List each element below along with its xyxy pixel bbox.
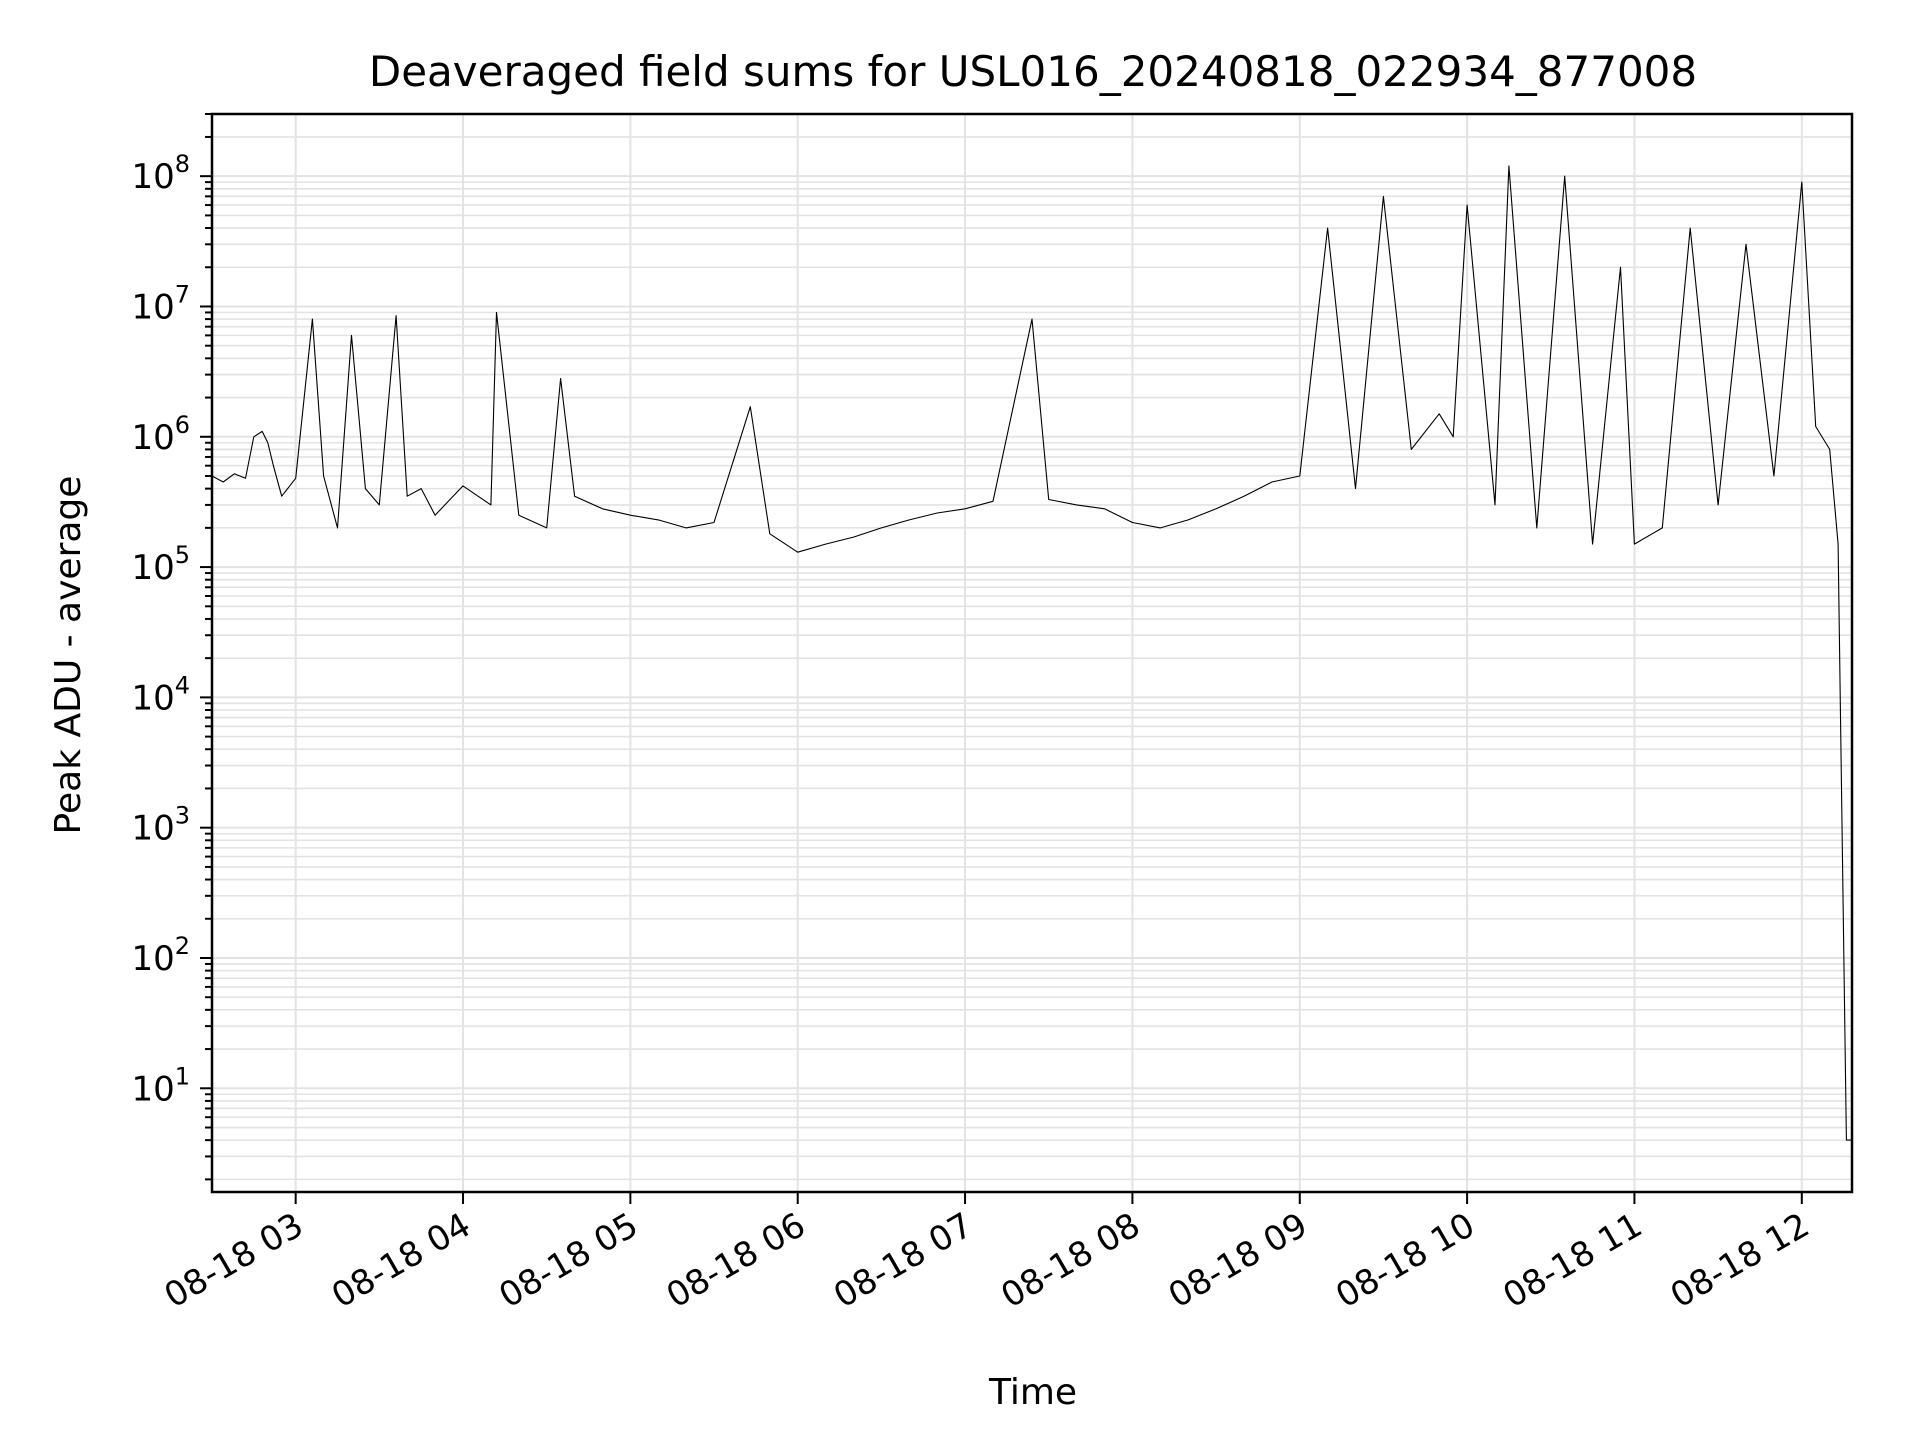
chart-title: Deaveraged field sums for USL016_2024081… bbox=[369, 47, 1697, 96]
x-tick-label: 08-18 10 bbox=[1329, 1205, 1481, 1316]
x-tick-label: 08-18 03 bbox=[158, 1205, 310, 1316]
x-tick-label: 08-18 04 bbox=[325, 1205, 477, 1316]
x-tick-label: 08-18 11 bbox=[1497, 1205, 1649, 1316]
grid-layer bbox=[212, 113, 1852, 1192]
plot-frame bbox=[210, 112, 1854, 1194]
x-tick-label: 08-18 06 bbox=[660, 1205, 812, 1316]
x-tick-label: 08-18 08 bbox=[995, 1205, 1147, 1316]
y-tick-label: 107 bbox=[131, 280, 190, 327]
y-tick-label: 105 bbox=[131, 541, 190, 588]
x-tick-label: 08-18 09 bbox=[1162, 1205, 1314, 1316]
y-tick-label: 104 bbox=[131, 671, 190, 718]
series-line bbox=[211, 165, 1852, 1141]
y-axis-label: Peak ADU - average bbox=[48, 476, 89, 835]
y-tick-label: 103 bbox=[131, 802, 190, 849]
y-tick-label: 101 bbox=[131, 1062, 190, 1109]
x-axis-label: Time bbox=[988, 1372, 1077, 1413]
y-tick-label: 108 bbox=[131, 150, 190, 197]
x-tick-label: 08-18 12 bbox=[1664, 1205, 1816, 1316]
x-tick-label: 08-18 07 bbox=[827, 1205, 979, 1316]
y-tick-label: 102 bbox=[131, 932, 190, 979]
tick-layer: 101 102 103 104 105 106 107 108 08-18 03 08-18 04… bbox=[131, 113, 1816, 1316]
x-tick-label: 08-18 05 bbox=[492, 1205, 644, 1316]
y-tick-label: 106 bbox=[131, 411, 190, 458]
data-layer bbox=[211, 165, 1852, 1141]
